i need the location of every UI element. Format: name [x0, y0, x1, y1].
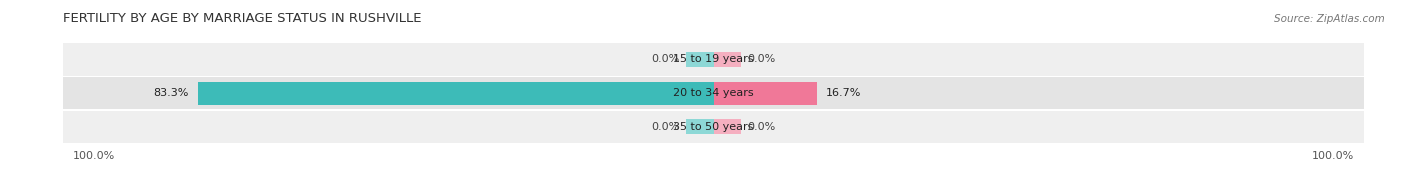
- Bar: [198, 82, 713, 104]
- Text: 0.0%: 0.0%: [651, 54, 679, 64]
- Bar: [63, 77, 1364, 109]
- Bar: [713, 82, 817, 104]
- Bar: [63, 111, 1364, 143]
- Text: 0.0%: 0.0%: [748, 54, 776, 64]
- Text: 20 to 34 years: 20 to 34 years: [673, 88, 754, 98]
- Bar: [713, 52, 741, 67]
- Text: 16.7%: 16.7%: [827, 88, 862, 98]
- Text: FERTILITY BY AGE BY MARRIAGE STATUS IN RUSHVILLE: FERTILITY BY AGE BY MARRIAGE STATUS IN R…: [63, 12, 422, 25]
- Bar: [686, 119, 713, 134]
- Text: 15 to 19 years: 15 to 19 years: [673, 54, 754, 64]
- Text: 83.3%: 83.3%: [153, 88, 188, 98]
- Text: Source: ZipAtlas.com: Source: ZipAtlas.com: [1274, 14, 1385, 24]
- Text: 35 to 50 years: 35 to 50 years: [673, 122, 754, 132]
- Bar: [713, 119, 741, 134]
- Bar: [686, 52, 713, 67]
- Text: 0.0%: 0.0%: [748, 122, 776, 132]
- Bar: [63, 43, 1364, 76]
- Text: 0.0%: 0.0%: [651, 122, 679, 132]
